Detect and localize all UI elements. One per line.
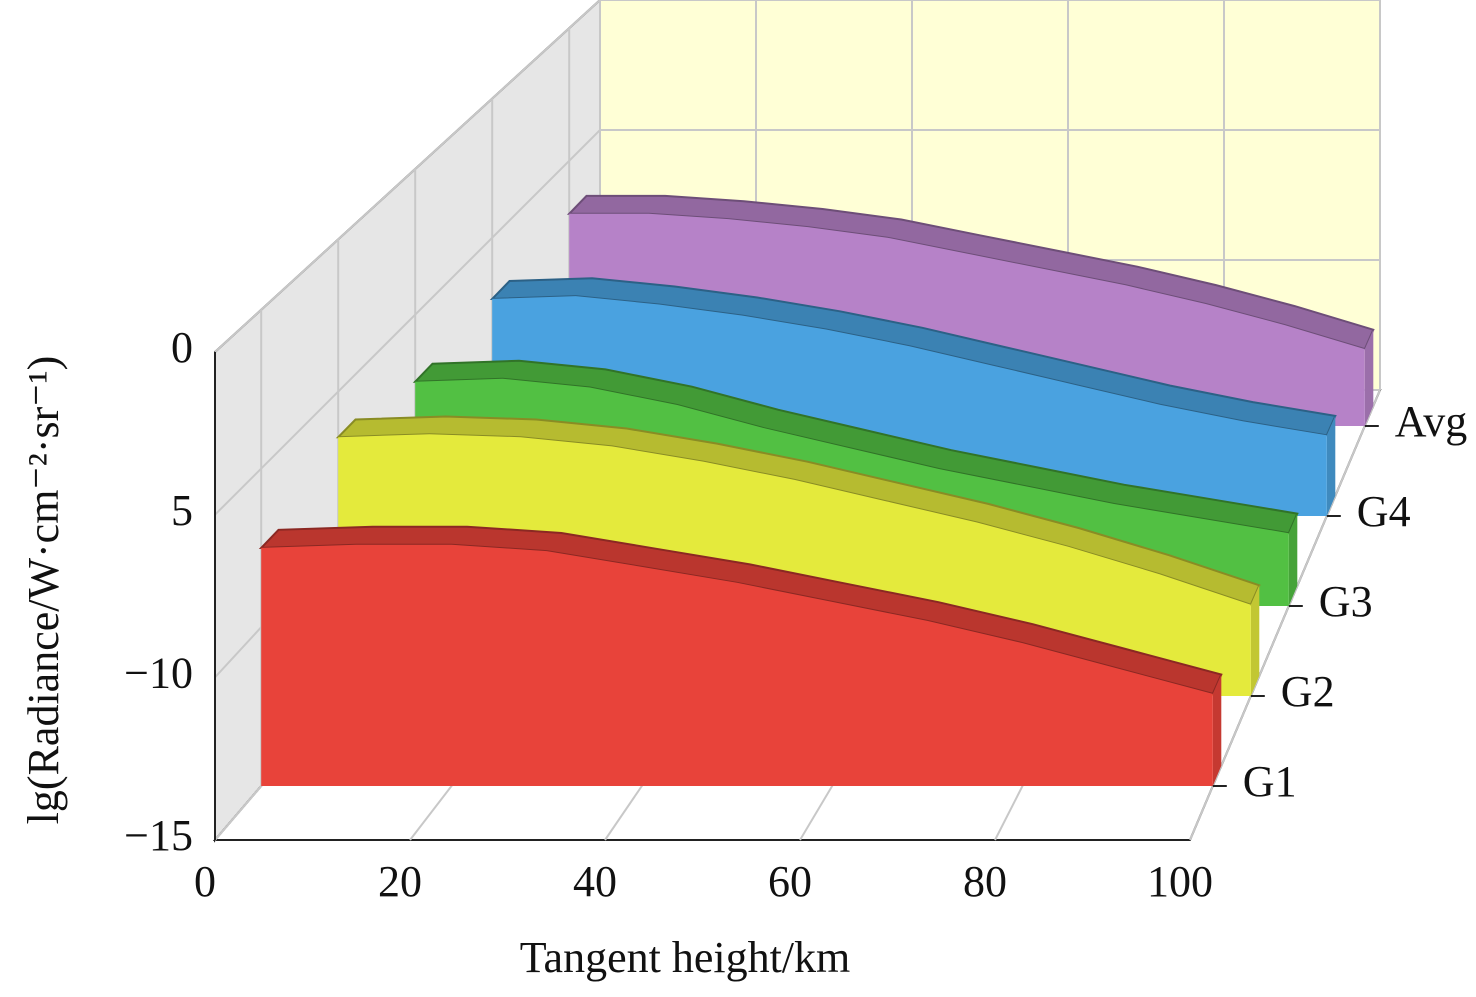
ribbon-side [1364,329,1374,426]
x-tick-label: 80 [963,857,1007,906]
x-axis-label: Tangent height/km [520,933,851,982]
y-axis-label: lg(Radiance/W·cm⁻²·sr⁻¹) [19,356,68,825]
grid-line [214,0,1380,353]
y-tick-label: 5 [171,486,193,535]
ribbon-side [1326,415,1336,516]
x-tick-label: 100 [1147,857,1213,906]
depth-tick-label: G3 [1319,577,1373,626]
x-tick-label: 60 [768,857,812,906]
ribbon-side [1250,585,1260,696]
depth-tick-label: G4 [1357,487,1411,536]
grid-line [214,129,1380,516]
y-tick-label: −15 [124,811,193,860]
x-tick-label: 0 [194,857,216,906]
depth-tick-label: G2 [1281,667,1335,716]
depth-tick-label: G1 [1243,757,1297,806]
ribbon-side [1288,513,1298,606]
ribbon-side [1212,674,1222,786]
grid-line [1189,389,1381,841]
y-tick-label: 0 [171,323,193,372]
x-tick-label: 20 [378,857,422,906]
depth-tick-label: Avg [1395,397,1468,446]
ribbon [261,544,1213,786]
y-tick-label: −10 [124,648,193,697]
x-tick-label: 40 [573,857,617,906]
